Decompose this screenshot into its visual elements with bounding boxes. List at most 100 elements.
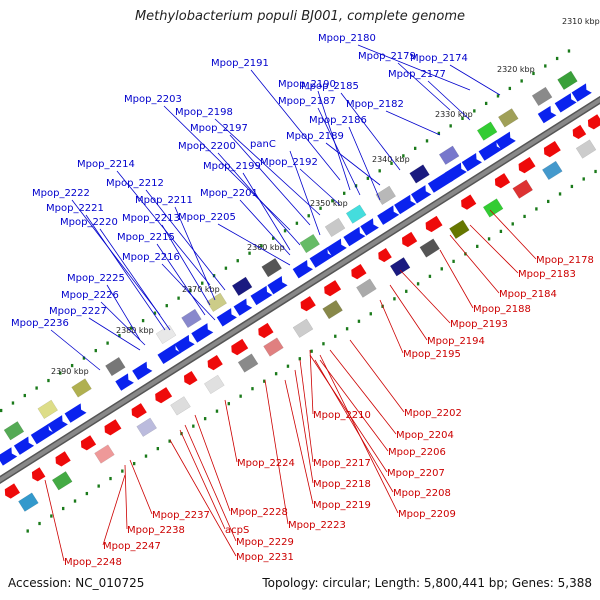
forward-tick-mark [236,259,239,263]
forward-gene-label: Mpop_2174 [410,53,468,64]
reverse-feature-block [18,492,39,512]
reverse-gene-leader-line [294,369,314,484]
forward-gene-arrow [309,247,334,268]
reverse-gene-leader-line [319,359,389,452]
reverse-gene-leader-line [439,249,474,309]
reverse-gene-leader-line [349,339,405,413]
reverse-gene-label: Mpop_2183 [518,269,576,280]
forward-gene-label: Mpop_2222 [32,188,90,199]
forward-gene-label: Mpop_2200 [178,141,236,152]
reverse-gene-leader-line [319,354,399,514]
forward-tick-mark [118,334,121,338]
forward-gene-leader-line [317,107,361,196]
reverse-gene-leader-line [379,299,404,354]
reverse-gene-label: Mpop_2195 [403,349,461,360]
forward-tick-mark [224,266,228,270]
forward-gene-leader-line [156,243,206,316]
forward-tick-mark [70,363,74,368]
forward-tick-mark [47,378,50,383]
forward-tick-mark [106,341,109,345]
reverse-gene-label: Mpop_2231 [236,552,294,563]
scale-label: 2390 kbp [51,367,89,376]
reverse-tick-mark [97,484,100,488]
forward-feature-block [71,378,92,398]
forward-gene-leader-line [397,62,451,111]
reverse-gene-arrow [155,387,173,404]
reverse-tick-mark [192,424,195,428]
forward-tick-mark [165,304,168,308]
forward-gene-leader-line [71,199,161,316]
reverse-tick-mark [558,192,562,196]
reverse-gene-label: Mpop_2207 [387,468,445,479]
reverse-gene-leader-line [449,234,500,294]
scale-label: 2330 kbp [435,110,473,119]
reverse-feature-block [389,257,411,277]
reverse-tick-mark [61,506,65,511]
reverse-feature-block [94,444,115,464]
forward-gene-label: Mpop_2236 [11,318,69,329]
forward-tick-mark [437,131,441,135]
genome-backbone [0,97,600,483]
forward-gene-arrow [444,162,467,183]
forward-gene-arrow [394,194,417,215]
reverse-gene-label: Mpop_2223 [288,520,346,531]
reverse-tick-mark [144,454,148,458]
forward-tick-mark [496,94,500,98]
reverse-gene-leader-line [194,414,231,512]
reverse-gene-arrow [258,322,274,339]
forward-feature-block [345,204,367,224]
forward-gene-leader-line [325,142,381,186]
forward-gene-leader-line [385,110,441,136]
reverse-gene-label: Mpop_2210 [313,410,371,421]
forward-tick-mark [484,101,488,106]
reverse-tick-mark [440,267,443,271]
reverse-tick-mark [203,417,207,421]
forward-gene-arrow [30,423,55,445]
reverse-gene-leader-line [309,349,314,415]
forward-gene-label: Mpop_2225 [67,273,125,284]
forward-gene-leader-line [88,317,141,351]
reverse-gene-leader-line [284,379,314,505]
forward-feature-block [181,308,202,329]
reverse-gene-arrow [461,194,477,210]
forward-tick-mark [248,251,251,255]
reverse-tick-mark [511,222,514,226]
reverse-tick-mark [535,207,538,211]
forward-gene-arrow [427,171,454,193]
reverse-tick-mark [263,379,266,383]
forward-feature-block [409,164,430,184]
reverse-tick-mark [215,409,219,413]
forward-tick-mark [141,319,145,323]
forward-tick-mark [413,146,417,150]
reverse-gene-arrow [378,248,392,263]
forward-feature-block [3,421,25,441]
reverse-tick-mark [334,334,337,338]
reverse-feature-block [512,179,534,199]
reverse-tick-mark [570,184,574,189]
forward-gene-label: Mpop_2216 [122,252,180,263]
forward-gene-arrow [0,447,18,466]
scale-label: 2380 kbp [116,326,154,335]
forward-feature-block [531,86,553,107]
reverse-gene-leader-line [399,269,451,324]
forward-feature-block [105,356,126,377]
forward-gene-label: Mpop_2197 [190,123,248,134]
reverse-gene-arrow [518,157,536,174]
forward-gene-leader-line [214,118,321,216]
forward-gene-arrow [461,153,482,172]
forward-gene-leader-line [50,329,101,371]
forward-tick-mark [130,326,133,330]
forward-tick-mark [555,56,559,61]
forward-gene-leader-line [163,105,291,231]
reverse-gene-leader-line [124,464,128,530]
forward-gene-label: Mpop_2198 [175,107,233,118]
forward-tick-mark [331,199,334,203]
reverse-feature-block [449,219,470,240]
reverse-feature-block [541,160,563,181]
forward-gene-leader-line [106,284,141,341]
forward-gene-label: Mpop_2180 [318,33,376,44]
reverse-tick-mark [310,349,313,353]
forward-gene-leader-line [161,224,211,306]
forward-gene-label: Mpop_2179 [358,51,416,62]
reverse-tick-mark [345,327,349,331]
